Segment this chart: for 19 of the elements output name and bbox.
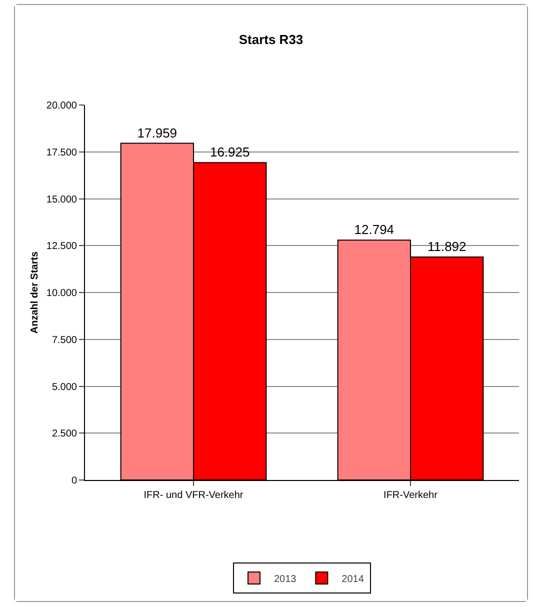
y-tick-label: 10.000: [46, 288, 78, 299]
y-tick-label: 15.000: [46, 194, 78, 206]
y-tick-label: 20.000: [46, 100, 78, 112]
y-tick-label: 7.500: [52, 334, 78, 346]
y-tick-label: 2.500: [52, 428, 78, 440]
chart-title: Starts R33: [238, 32, 304, 47]
x-tick-label: IFR-Verkehr: [384, 490, 438, 501]
y-tick-label: 12.500: [46, 241, 78, 252]
data-label: 12.794: [354, 222, 394, 238]
y-axis-title: Anzahl der Starts: [29, 250, 40, 334]
y-tick-label: 5.000: [52, 382, 78, 393]
data-label: 16.925: [210, 144, 250, 160]
legend-label: 2013: [274, 574, 297, 585]
y-tick-label: 17.500: [46, 147, 78, 158]
legend-label: 2014: [342, 574, 364, 585]
x-tick-label: IFR- und VFR-Verkehr: [144, 490, 244, 501]
y-tick-label: 0: [71, 476, 78, 486]
data-label: 11.892: [427, 239, 466, 254]
data-label: 17.959: [137, 125, 178, 140]
